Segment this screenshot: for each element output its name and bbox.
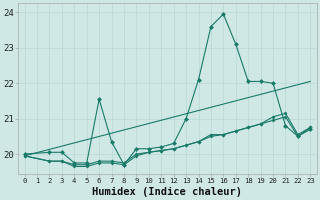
X-axis label: Humidex (Indice chaleur): Humidex (Indice chaleur) — [92, 186, 243, 197]
